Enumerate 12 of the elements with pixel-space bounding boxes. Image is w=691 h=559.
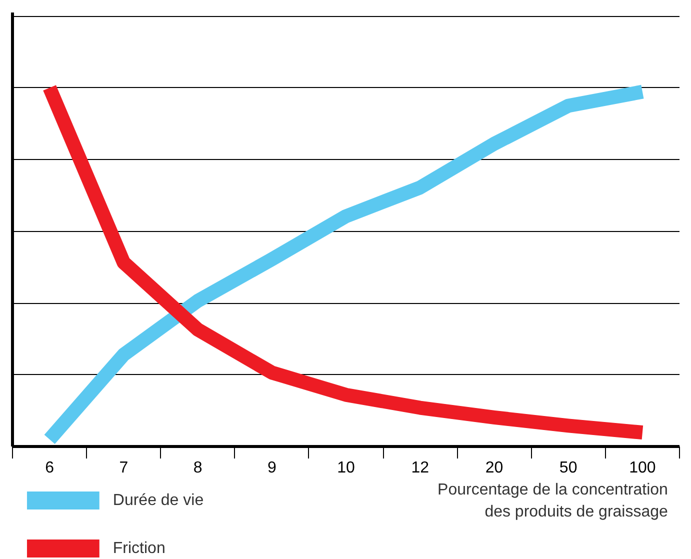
x-tick-label: 10: [337, 460, 355, 476]
x-tick-label: 20: [485, 460, 504, 476]
x-tick-label: 9: [267, 460, 276, 476]
x-tick-label: 8: [193, 460, 202, 476]
x-tick-label: 50: [559, 460, 578, 476]
x-tick-label: 12: [411, 460, 430, 476]
x-tick-label: 6: [45, 460, 54, 476]
legend-label: Friction: [112, 540, 166, 557]
x-tick-label: 100: [629, 460, 656, 476]
x-axis-title: Pourcentage de la concentration des produits de graissage: [438, 482, 668, 520]
legend-label: Durée de vie: [112, 492, 204, 509]
x-tick-label: 7: [119, 460, 128, 476]
